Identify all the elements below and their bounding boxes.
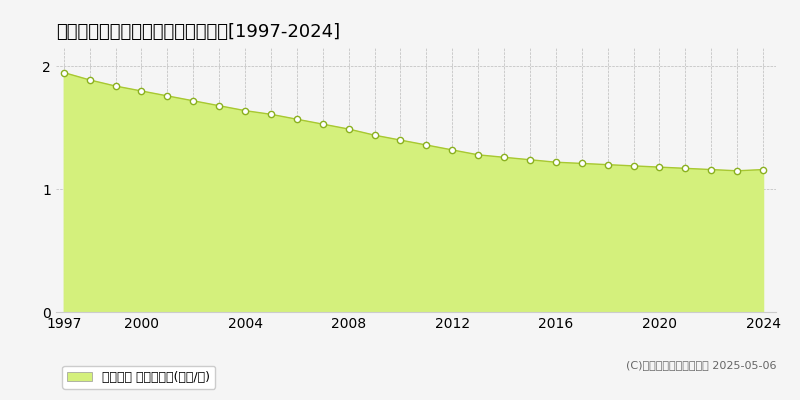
Legend: 基準地価 平均坊単価(万円/坊): 基準地価 平均坊単価(万円/坊) bbox=[62, 366, 215, 389]
Text: 肝属郡東串良町川東　基準地価推移[1997-2024]: 肝属郡東串良町川東 基準地価推移[1997-2024] bbox=[56, 23, 340, 41]
Text: (C)土地価格ドットコム　 2025-05-06: (C)土地価格ドットコム 2025-05-06 bbox=[626, 360, 776, 370]
